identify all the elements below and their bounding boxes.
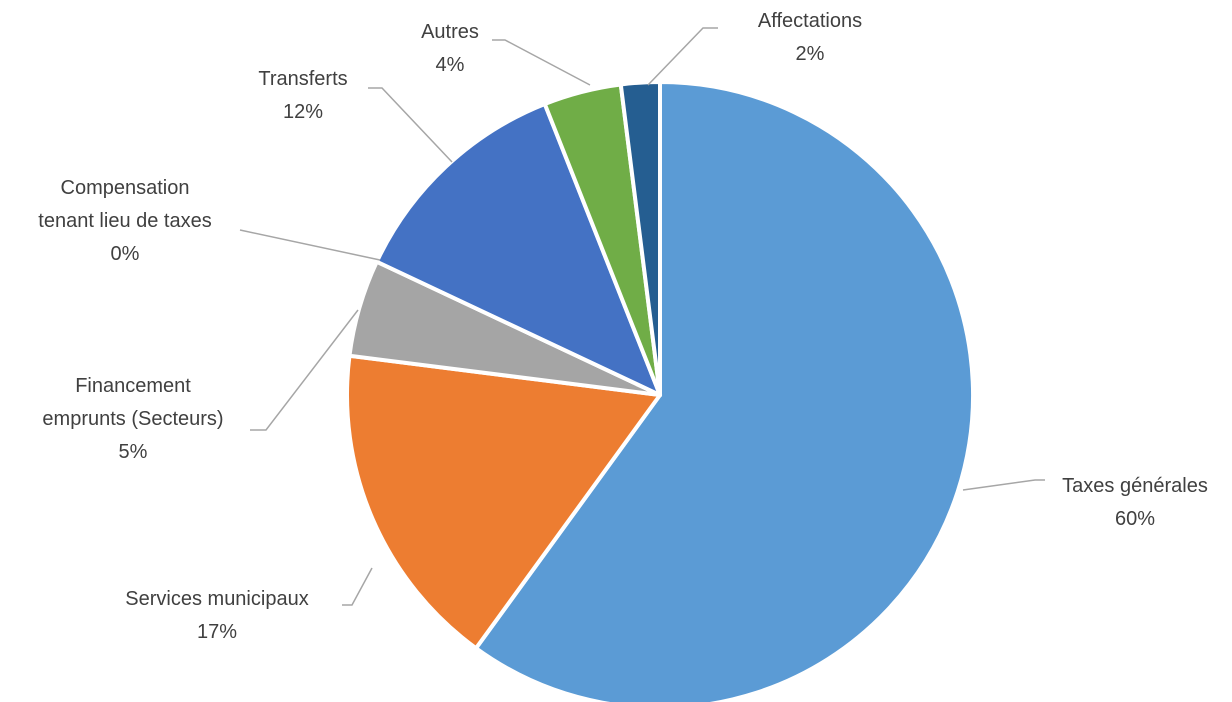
category-name: Transferts (258, 68, 348, 90)
leader-line (250, 309, 359, 431)
pie-slice (374, 101, 662, 397)
category-name: Services municipaux (125, 588, 309, 610)
category-name: Taxes générales (1062, 475, 1208, 497)
percent-label: 5% (118, 441, 148, 463)
data-label: Affectations 2% (680, 5, 940, 71)
category-name: Affectations (757, 10, 863, 32)
percent-label: 2% (795, 43, 825, 65)
pie-slice (618, 80, 662, 397)
pie-slice (474, 80, 975, 702)
data-label: Transferts 12% (173, 63, 433, 129)
percent-label: 17% (196, 621, 238, 643)
percent-label: 12% (282, 101, 324, 123)
leader-line (342, 567, 373, 606)
percent-label: 0% (110, 243, 140, 265)
category-name: Compensation tenant lieu de taxes (38, 177, 212, 232)
percent-label: 60% (1114, 508, 1156, 530)
data-label: Autres 4% (320, 16, 580, 82)
leader-line (492, 39, 591, 86)
pie-slice (345, 353, 662, 651)
data-label: Financement emprunts (Secteurs) 5% (3, 370, 263, 469)
leader-line (239, 229, 381, 261)
data-label: Taxes générales 60% (1005, 470, 1232, 536)
leader-line (962, 479, 1045, 491)
data-label: Compensation tenant lieu de taxes 0% (0, 172, 255, 271)
leader-line (368, 87, 453, 163)
data-label: Services municipaux 17% (87, 583, 347, 649)
percent-label: 4% (435, 54, 465, 76)
category-name: Autres (421, 21, 479, 43)
leader-line (647, 27, 718, 86)
category-name: Financement emprunts (Secteurs) (42, 375, 224, 430)
